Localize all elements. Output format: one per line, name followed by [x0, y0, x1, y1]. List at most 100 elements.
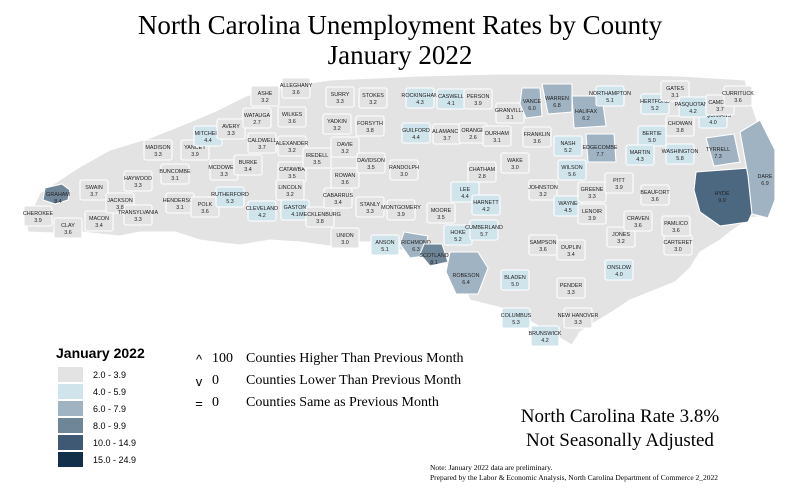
county-rate: 6.9: [761, 181, 769, 187]
legend-swatch: [58, 384, 83, 399]
county-rate: 3.6: [201, 209, 209, 215]
county-name: WARREN: [545, 96, 569, 102]
county-shape: [467, 161, 497, 183]
county-rate: 3.2: [539, 192, 547, 198]
seasonal-note: Not Seasonally Adjusted: [526, 430, 714, 451]
county-shape: [302, 147, 332, 169]
county-shape: [389, 159, 419, 181]
county-shape: [84, 210, 114, 232]
county-name: COLUMBUS: [501, 313, 532, 319]
county-rate: 4.1: [291, 212, 299, 218]
change-row-same: = 0 Counties Same as Previous Month: [190, 392, 464, 414]
county-rate: 3.5: [288, 174, 296, 180]
county-name: DARE: [758, 174, 773, 180]
county-rate: 3.9: [588, 216, 596, 222]
county-shape: [665, 143, 695, 165]
county-name: BERTIE: [642, 131, 662, 137]
state-rate-value: North Carolina Rate 3.8%: [520, 406, 720, 427]
county-name: CUMBERLAND: [465, 225, 503, 231]
county-name: ALAMANCE: [432, 129, 462, 135]
county-rate: 7.3: [714, 154, 722, 160]
county-shape: [281, 77, 311, 99]
county-name: BUNCOMBE: [159, 169, 191, 175]
county-shape: [401, 122, 431, 144]
county-rate: 3.4: [95, 223, 103, 229]
county-rate: 3.7: [258, 145, 266, 151]
county-rate: 3.9: [191, 152, 199, 158]
county-shape: [604, 259, 634, 281]
legend-title: January 2022: [56, 345, 145, 361]
county-shape: [143, 139, 173, 161]
county-shape: [482, 125, 512, 147]
county-name: LENOIR: [582, 209, 602, 215]
county-shape: [250, 85, 280, 107]
county-name: MARTIN: [630, 150, 651, 156]
county-rate: 3.5: [437, 215, 445, 221]
county-rate: 4.2: [258, 213, 266, 219]
county-name: ROWAN: [335, 173, 356, 179]
county-rate: 4.2: [689, 109, 697, 115]
county-rate: 6.2: [582, 116, 590, 122]
county-rate: 4.4: [412, 135, 420, 141]
county-rate: 3.1: [506, 115, 514, 121]
county-rate: 3.0: [674, 247, 682, 253]
county-rate: 5.2: [651, 106, 659, 112]
down-caret-icon: v: [195, 373, 203, 389]
county-name: UNION: [336, 233, 353, 239]
county-shape: [123, 204, 153, 226]
monthly-change-summary: ^ 100 Counties Higher Than Previous Mont…: [190, 348, 464, 414]
county-name: STOKES: [362, 93, 384, 99]
county-rate: 3.9: [397, 212, 405, 218]
county-shape: [471, 194, 501, 216]
county-name: ROCKINGHAM: [401, 93, 439, 99]
county-rate: 8.1: [430, 260, 438, 266]
change-description: Counties Lower Than Previous Month: [246, 373, 462, 388]
county-name: SWAIN: [85, 185, 103, 191]
county-rate: 3.2: [617, 239, 625, 245]
county-rate: 3.8: [366, 128, 374, 134]
county-rate: 5.6: [568, 172, 576, 178]
county-rate: 6.8: [553, 103, 561, 109]
legend-item: 4.0 - 5.9: [58, 383, 136, 400]
county-shape: [595, 85, 625, 107]
county-rate: 5.7: [480, 232, 488, 238]
county-name: EDGECOMBE: [582, 145, 617, 151]
county-name: CAMDEN: [708, 100, 731, 106]
county-shape: [640, 184, 670, 206]
county-name: GRAHAM: [46, 192, 70, 198]
county-rate: 3.6: [288, 119, 296, 125]
county-shape: [604, 172, 634, 194]
county-rate: 3.6: [292, 90, 300, 96]
county-rate: 3.2: [261, 98, 269, 104]
county-name: POLK: [198, 202, 213, 208]
county-shape: [553, 135, 583, 157]
county-rate: 4.4: [461, 194, 469, 200]
county-name: HENDERSON: [163, 198, 198, 204]
county-rate: 4.0: [709, 120, 717, 126]
